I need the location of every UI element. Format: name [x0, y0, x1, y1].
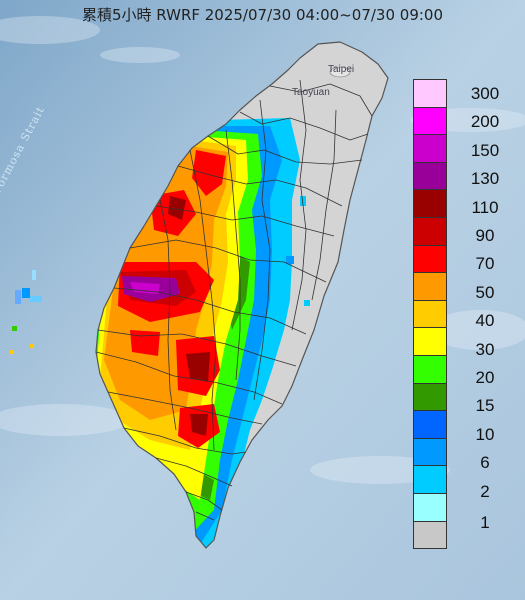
legend-swatch-200	[413, 106, 447, 135]
legend-swatch-90	[413, 216, 447, 245]
legend-swatch-150	[413, 134, 447, 162]
legend-label-150: 150	[470, 140, 500, 160]
legend-swatch-20	[413, 354, 447, 383]
legend-swatch-1	[413, 492, 447, 521]
taipei-marker	[329, 66, 351, 78]
legend-label-6: 6	[480, 453, 490, 473]
place-label-taoyuan: Taoyuan	[292, 87, 330, 98]
legend-swatch-110	[413, 189, 447, 217]
legend-label-2: 2	[480, 481, 490, 501]
legend-swatch-none	[413, 520, 447, 550]
legend-swatch-15	[413, 382, 447, 411]
legend-label-110: 110	[471, 197, 499, 217]
legend-swatch-2	[413, 465, 447, 493]
legend-label-50: 50	[475, 282, 495, 302]
legend-label-200: 200	[470, 112, 500, 132]
legend-label-70: 70	[475, 254, 495, 274]
map-title: 累積5小時 RWRF 2025/07/30 04:00~07/30 09:00	[81, 6, 444, 24]
legend-label-15: 15	[475, 396, 495, 416]
legend-swatch-10	[413, 410, 447, 438]
legend-label-130: 130	[470, 169, 500, 189]
legend-swatch-30	[413, 327, 447, 355]
offshore-precip	[10, 270, 42, 354]
legend-swatch-70	[413, 244, 447, 273]
legend-label-10: 10	[475, 424, 495, 444]
legend-swatch-6	[413, 437, 447, 466]
color-legend	[413, 79, 447, 550]
legend-swatch-40	[413, 299, 447, 328]
legend-label-30: 30	[475, 339, 495, 359]
legend-label-20: 20	[475, 368, 495, 387]
boundaries	[95, 41, 389, 549]
legend-label-1: 1	[480, 513, 490, 533]
legend-swatch-50	[413, 272, 447, 300]
legend-swatch-300	[413, 79, 447, 107]
legend-label-40: 40	[475, 311, 495, 331]
place-label-taipei: Taipei	[328, 64, 355, 75]
legend-swatch-130	[413, 161, 447, 190]
legend-label-300: 300	[470, 84, 500, 103]
legend-label-90: 90	[475, 226, 495, 245]
